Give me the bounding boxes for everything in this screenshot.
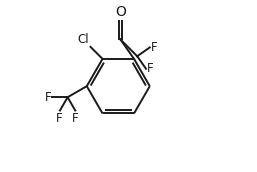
Text: O: O <box>115 5 126 19</box>
Text: F: F <box>56 112 62 125</box>
Text: F: F <box>147 62 154 75</box>
Text: F: F <box>151 41 158 54</box>
Text: F: F <box>44 91 51 104</box>
Text: F: F <box>72 112 79 125</box>
Text: Cl: Cl <box>78 33 89 46</box>
